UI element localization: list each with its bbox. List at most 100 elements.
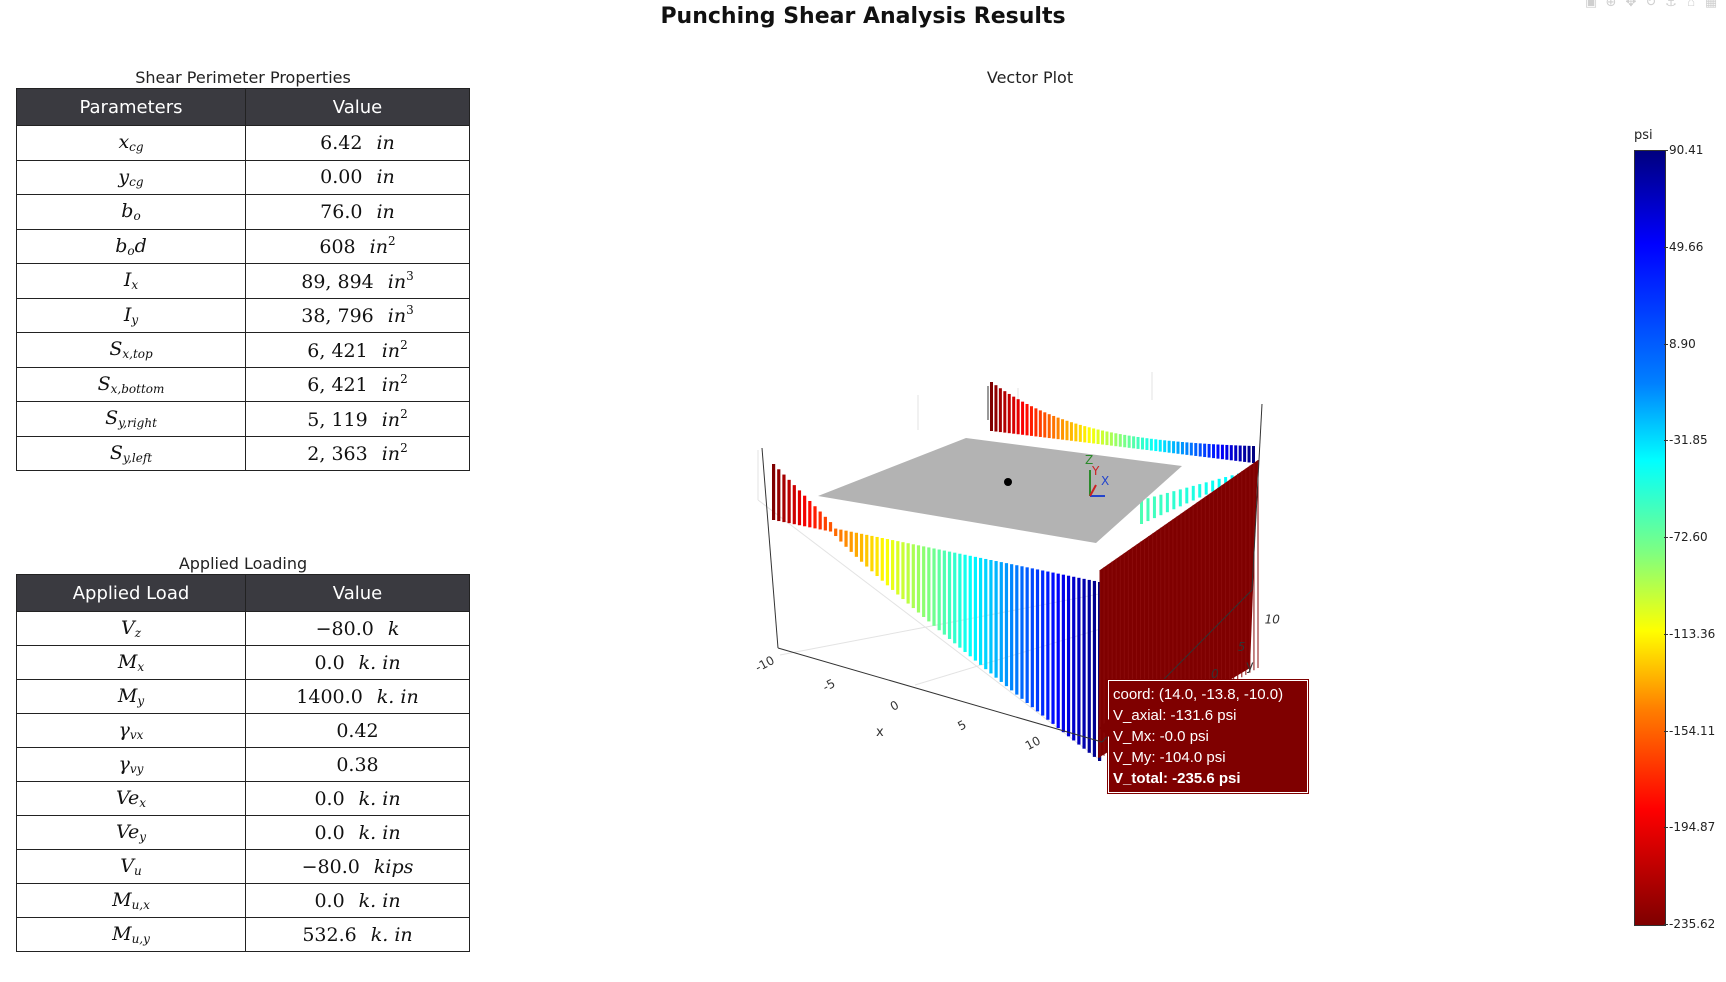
data-bar xyxy=(1172,441,1176,454)
data-bar xyxy=(818,511,822,530)
data-bar xyxy=(1158,439,1162,452)
symbol-base: V xyxy=(120,617,135,639)
value-number: 0.42 xyxy=(336,719,379,742)
camera-icon[interactable]: ▣ xyxy=(1584,0,1598,9)
data-bar xyxy=(1021,401,1025,435)
data-bar xyxy=(973,556,978,661)
data-bar xyxy=(927,547,931,622)
data-bar xyxy=(968,555,972,657)
data-bar xyxy=(1159,494,1163,516)
data-bar xyxy=(1109,432,1113,446)
table-row: γvx 0.42 xyxy=(16,713,470,748)
data-bar xyxy=(1096,429,1100,445)
data-bar xyxy=(1140,437,1144,450)
table-row: bod 608 in2 xyxy=(16,228,470,264)
param-value: 0.0 k. in xyxy=(245,883,470,918)
colorbar-tick-label: 90.41 xyxy=(1663,143,1704,157)
table-row: Vu −80.0 kips xyxy=(16,849,470,884)
data-bar xyxy=(984,558,988,670)
colorbar-unit: psi xyxy=(1634,128,1653,143)
data-bar xyxy=(947,551,952,639)
x-tick-label: 0 xyxy=(888,698,901,714)
rotate-icon[interactable]: ↻ xyxy=(1645,0,1657,9)
symbol-base: γ xyxy=(118,753,130,775)
param-symbol: Sx,bottom xyxy=(16,366,246,402)
data-bar xyxy=(808,500,812,528)
table-row: Mu,y 532.6 k. in xyxy=(16,917,470,952)
data-bar xyxy=(1047,414,1051,439)
param-value: 76.0 in xyxy=(245,194,470,230)
param-symbol: bod xyxy=(16,228,246,264)
symbol-base: Ve xyxy=(115,821,140,843)
value-unit: in xyxy=(381,374,401,397)
data-bar xyxy=(1061,574,1065,733)
data-bar xyxy=(885,539,890,586)
plot-title: Vector Plot xyxy=(986,68,1074,87)
value-unit: in xyxy=(381,339,401,362)
turntable-icon[interactable]: ⚓ xyxy=(1665,0,1677,9)
pan-icon[interactable]: ✥ xyxy=(1625,0,1637,9)
data-bar xyxy=(1167,440,1171,453)
hover-v-mx: V_Mx: -0.0 psi xyxy=(1113,728,1209,745)
value-number: 0.0 xyxy=(314,821,345,844)
col-header-parameters: Parameters xyxy=(16,88,246,126)
data-bar xyxy=(803,495,807,527)
param-value: 6, 421 in2 xyxy=(245,366,470,402)
data-bar xyxy=(1118,434,1122,447)
triad-label: X xyxy=(1101,474,1109,488)
data-bar xyxy=(1154,439,1158,452)
data-bar xyxy=(1074,423,1078,442)
unit-exponent: 2 xyxy=(400,406,408,421)
data-bar xyxy=(1237,473,1241,480)
data-bar xyxy=(1238,445,1242,462)
zoom-icon[interactable]: ⊕ xyxy=(1605,0,1617,9)
x-tick-label: 10 xyxy=(1023,733,1043,753)
data-bar xyxy=(1140,500,1143,524)
column-slab-plane xyxy=(818,438,1182,543)
col-header-applied-load: Applied Load xyxy=(16,574,246,612)
col-header-value: Value xyxy=(245,574,470,612)
param-symbol: Vex xyxy=(16,781,246,816)
home-icon[interactable]: ⌂ xyxy=(1687,0,1695,9)
table-row: Sy,left 2, 363 in2 xyxy=(16,435,470,471)
x-axis-line xyxy=(777,647,1103,743)
param-value: 0.42 xyxy=(245,713,470,748)
data-bar xyxy=(1165,492,1169,513)
data-bar xyxy=(1012,396,1016,434)
data-bar xyxy=(1178,489,1182,507)
data-bar xyxy=(1172,491,1176,510)
data-bar xyxy=(797,490,802,526)
data-bar xyxy=(1207,443,1211,458)
symbol-subscript: x xyxy=(139,796,146,810)
plotly-logo-icon[interactable]: ▦ xyxy=(1704,0,1718,9)
y-tick-label: 5 xyxy=(1238,640,1246,654)
data-bar xyxy=(998,388,1002,433)
value-number: 608 xyxy=(319,236,356,259)
x-tick-label: -5 xyxy=(820,676,837,694)
data-bar xyxy=(782,474,786,523)
param-symbol: γvy xyxy=(16,747,246,782)
symbol-subscript: x,bottom xyxy=(110,381,165,396)
data-bar xyxy=(1083,426,1087,443)
colorbar-tick-label: -235.62 xyxy=(1663,917,1716,931)
symbol-subscript: x xyxy=(131,278,139,293)
symbol-subscript: u xyxy=(134,864,142,878)
value-number: 0.38 xyxy=(336,753,379,776)
symbol-subscript: y xyxy=(131,312,139,327)
value-unit: k. in xyxy=(358,821,401,844)
param-value: 0.0 k. in xyxy=(245,781,470,816)
plot-modebar[interactable]: ▣ ⊕ ✥ ↻ ⚓ ⌂ ▦ xyxy=(1584,0,1718,8)
symbol-subscript: x,top xyxy=(122,347,153,362)
value-unit: in xyxy=(387,270,407,293)
data-bar xyxy=(1025,403,1029,436)
param-symbol: Sx,top xyxy=(16,332,246,368)
value-unit: k. in xyxy=(370,923,413,946)
value-unit: in xyxy=(376,200,395,223)
data-bar xyxy=(994,385,998,432)
symbol-subscript: z xyxy=(134,626,142,640)
data-bar xyxy=(1066,575,1071,737)
data-bar xyxy=(787,479,791,524)
table-row: ycg 0.00 in xyxy=(16,159,470,195)
triad-label: Z xyxy=(1085,453,1093,467)
value-unit: kips xyxy=(373,855,414,878)
